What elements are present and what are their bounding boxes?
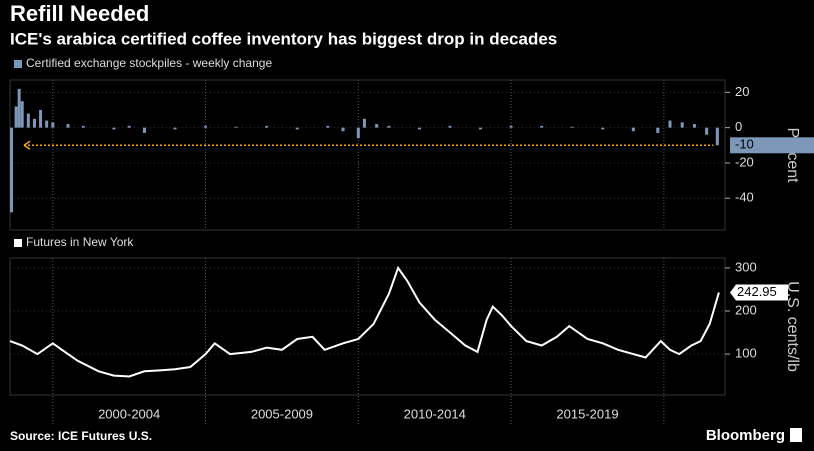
annotation-arrowhead xyxy=(23,140,31,150)
bar xyxy=(656,127,660,133)
bar xyxy=(362,118,366,128)
bar xyxy=(680,122,684,128)
last-value-box xyxy=(730,137,814,154)
bar xyxy=(326,125,330,128)
bar xyxy=(66,124,70,128)
bar xyxy=(692,124,696,128)
legend-label: Certified exchange stockpiles - weekly c… xyxy=(26,56,272,70)
bar xyxy=(570,126,574,128)
bar xyxy=(356,127,360,139)
bar xyxy=(81,125,85,128)
legend-swatch xyxy=(14,60,22,68)
chart-subtitle: ICE's arabica certified coffee inventory… xyxy=(10,29,557,48)
y-tick-label: -20 xyxy=(735,154,754,169)
bar xyxy=(417,127,421,130)
bar xyxy=(234,126,238,128)
chart-title: Refill Needed xyxy=(10,1,149,26)
bar xyxy=(10,127,14,213)
y-tick-label: 200 xyxy=(735,302,757,317)
brand: Bloomberg xyxy=(706,427,785,444)
bar xyxy=(479,127,483,130)
bar xyxy=(39,110,43,128)
source: Source: ICE Futures U.S. xyxy=(10,429,152,443)
bar xyxy=(17,88,21,128)
last-value-box xyxy=(730,284,788,301)
bar xyxy=(142,127,146,133)
x-tick-label: 2005-2009 xyxy=(251,406,313,421)
legend-swatch xyxy=(14,239,22,247)
bar xyxy=(45,120,49,128)
y-axis-label: U.S. cents/lb xyxy=(784,281,801,372)
bar xyxy=(715,127,719,146)
bar xyxy=(204,125,208,128)
y-tick-label: 0 xyxy=(735,119,742,134)
line xyxy=(9,265,720,378)
y-tick-label: -40 xyxy=(735,190,754,205)
plot-frame xyxy=(9,79,726,231)
y-tick-label: 300 xyxy=(735,259,757,274)
x-tick-label: 2010-2014 xyxy=(404,406,466,421)
bar xyxy=(448,125,452,128)
bar xyxy=(26,113,30,128)
bar xyxy=(668,120,672,128)
y-tick-label: 20 xyxy=(735,84,749,99)
x-tick-label: 2015-2019 xyxy=(556,406,618,421)
bar xyxy=(32,118,36,128)
bar xyxy=(387,125,391,128)
last-value-label: 242.95 xyxy=(737,284,777,299)
bar xyxy=(173,127,177,130)
last-value-label: -10 xyxy=(735,137,754,152)
plot-frame xyxy=(9,257,726,396)
bar xyxy=(14,106,18,128)
bar xyxy=(705,127,709,135)
legend-label: Futures in New York xyxy=(26,235,134,249)
bar xyxy=(295,127,299,130)
bar xyxy=(112,127,116,130)
bar xyxy=(127,125,131,128)
bar xyxy=(375,124,379,128)
bar xyxy=(509,125,513,128)
bar xyxy=(540,125,544,128)
y-tick-label: 100 xyxy=(735,346,757,361)
bar xyxy=(341,127,345,132)
bar xyxy=(265,125,269,128)
brand-icon xyxy=(790,428,802,442)
bar xyxy=(20,101,24,128)
y-axis-label: Percent xyxy=(784,127,801,183)
bar xyxy=(631,127,635,132)
bar xyxy=(51,122,55,128)
x-tick-label: 2000-2004 xyxy=(98,406,160,421)
bar xyxy=(601,127,605,130)
